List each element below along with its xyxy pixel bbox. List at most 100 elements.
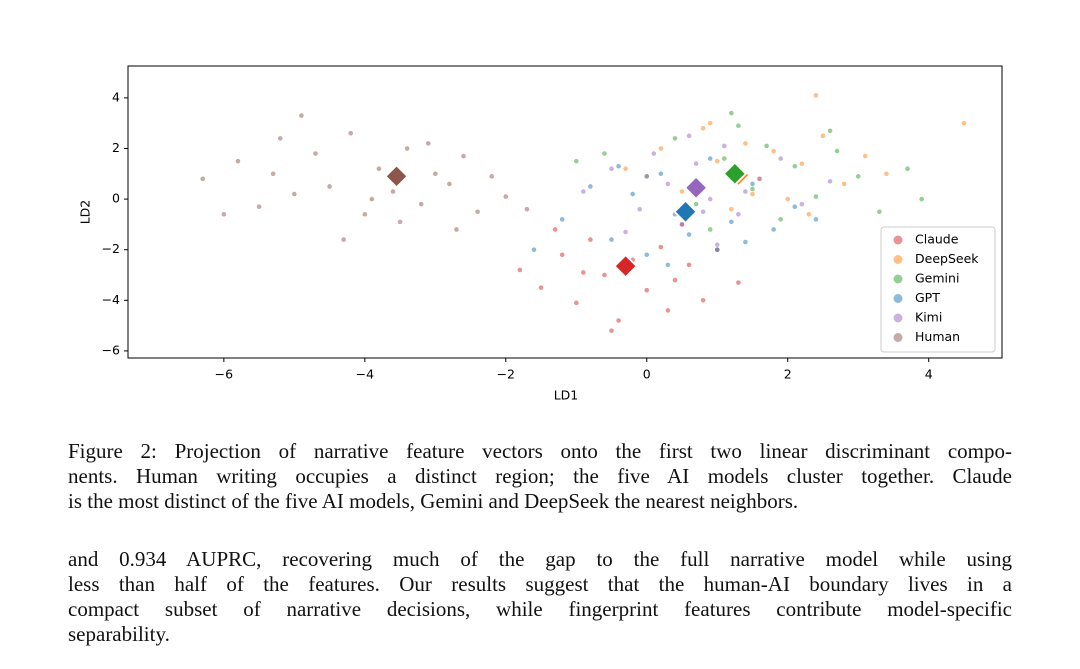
- data-point: [538, 285, 544, 290]
- data-point: [270, 171, 276, 177]
- legend-label: Gemini: [915, 271, 959, 286]
- x-tick-label: 4: [925, 367, 933, 382]
- data-point: [813, 93, 819, 98]
- data-point: [820, 133, 826, 139]
- legend-label: DeepSeek: [915, 251, 979, 266]
- data-point: [616, 163, 621, 169]
- plot-area: [127, 65, 1003, 359]
- data-point: [764, 143, 769, 149]
- data-point: [630, 191, 635, 197]
- y-tick-label: 0: [112, 191, 120, 206]
- legend-swatch: [893, 255, 903, 264]
- data-point: [799, 201, 805, 207]
- data-point: [299, 113, 304, 118]
- data-point: [743, 189, 748, 194]
- data-point: [341, 237, 346, 242]
- x-tick-label: 0: [643, 367, 651, 382]
- text-line: less than half of the features. Our resu…: [68, 572, 1012, 596]
- data-point: [757, 176, 762, 182]
- data-point: [827, 179, 833, 184]
- data-point: [750, 186, 755, 192]
- data-point: [581, 189, 586, 194]
- data-point: [686, 133, 692, 139]
- data-point: [369, 196, 375, 202]
- legend-label: Kimi: [915, 310, 942, 325]
- data-point: [425, 141, 431, 146]
- data-point: [433, 171, 438, 177]
- y-tick-label: −2: [102, 241, 120, 256]
- data-point: [813, 217, 819, 222]
- data-point: [778, 156, 783, 161]
- data-point: [623, 166, 628, 172]
- data-point: [397, 219, 403, 225]
- data-point: [736, 123, 741, 129]
- data-point: [665, 262, 671, 268]
- data-point: [743, 141, 748, 146]
- data-point: [729, 110, 734, 116]
- data-point: [686, 232, 692, 237]
- figure-caption: Figure 2: Projection of narrative featur…: [68, 439, 1012, 514]
- data-point: [729, 206, 734, 212]
- x-tick-label: 2: [784, 367, 792, 382]
- data-point: [559, 217, 565, 222]
- x-tick-label: −6: [215, 367, 233, 382]
- data-point: [672, 277, 678, 283]
- legend-swatch: [893, 313, 903, 323]
- data-point: [884, 171, 889, 177]
- legend: Claude DeepSeek Gemini GPT Kimi Human: [880, 226, 996, 353]
- data-point: [721, 156, 727, 161]
- data-point: [602, 151, 607, 156]
- data-point: [602, 272, 607, 278]
- data-point: [707, 196, 713, 202]
- centroid-marker: [613, 253, 638, 279]
- data-point: [672, 136, 678, 141]
- data-point: [609, 166, 614, 172]
- data-point: [679, 222, 685, 227]
- data-point: [651, 151, 657, 156]
- data-point: [736, 280, 741, 285]
- data-point: [609, 237, 614, 242]
- data-point: [707, 156, 713, 161]
- y-tick-label: 4: [112, 89, 120, 104]
- data-point: [327, 184, 332, 189]
- data-point: [693, 201, 699, 207]
- data-point: [658, 146, 664, 151]
- data-point: [292, 191, 297, 197]
- text-line: is the most distinct of the five AI mode…: [68, 489, 799, 513]
- x-axis-label: LD1: [554, 388, 579, 403]
- data-point: [679, 189, 685, 194]
- data-point: [658, 171, 664, 177]
- data-point: [581, 270, 586, 275]
- data-point: [348, 131, 354, 136]
- legend-label: Claude: [915, 232, 959, 247]
- data-point: [771, 227, 776, 232]
- text-line: nents. Human writing occupies a distinct…: [68, 464, 1012, 488]
- data-point: [454, 227, 459, 232]
- data-point: [919, 196, 924, 202]
- data-point: [862, 153, 868, 159]
- y-tick-label: 2: [112, 140, 120, 155]
- chart: LD1 LD2 −6 −4 −2 0 2 4 −6 −4 −2 0 2 4 Claude DeepSeek…: [78, 65, 1003, 403]
- data-point: [785, 196, 791, 202]
- data-point: [700, 125, 706, 131]
- data-point: [489, 174, 494, 179]
- data-point: [517, 267, 523, 273]
- data-point: [418, 201, 424, 207]
- data-point: [778, 217, 783, 222]
- data-point: [771, 148, 776, 154]
- data-point: [665, 181, 671, 187]
- data-point: [588, 237, 593, 242]
- data-point: [616, 318, 621, 323]
- centroid-marker: [722, 161, 748, 187]
- legend-label: Human: [915, 329, 960, 344]
- y-axis-label: LD2: [78, 200, 93, 225]
- legend-box: [880, 226, 996, 353]
- data-point: [792, 204, 798, 209]
- data-point: [714, 242, 720, 247]
- legend-swatch: [893, 294, 903, 303]
- data-point: [707, 120, 713, 126]
- data-point: [637, 206, 643, 212]
- centroid-marker: [384, 164, 409, 189]
- text-line: Figure 2: Projection of narrative featur…: [68, 439, 1012, 463]
